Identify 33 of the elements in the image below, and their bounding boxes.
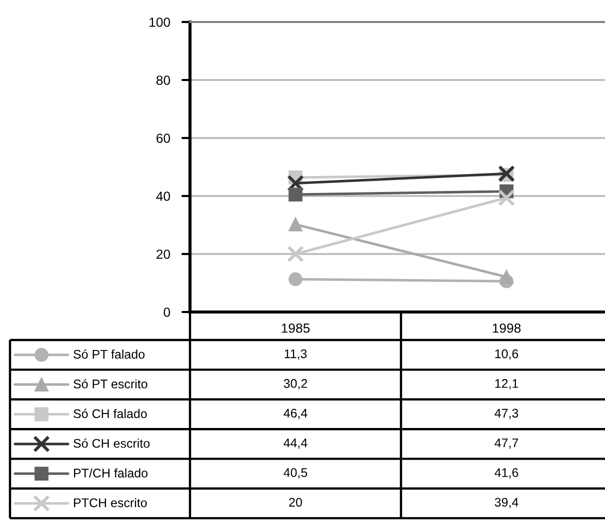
- data-label: 40,5: [284, 468, 308, 478]
- y-tick-label: 0: [164, 308, 170, 317]
- point: [288, 217, 302, 232]
- y-tick-label: 100: [150, 18, 170, 27]
- data-label: 47,3: [494, 408, 518, 420]
- y-tick-label: 20: [156, 250, 170, 259]
- legend-label: Só PT falado: [74, 349, 145, 359]
- data-label: 10,6: [495, 349, 518, 360]
- data-label: 46,4: [284, 408, 308, 420]
- data-label: 47,7: [494, 438, 518, 449]
- point: [288, 272, 302, 286]
- data-label: 12,1: [495, 379, 518, 390]
- x-tick-label: 1998: [492, 323, 521, 333]
- point: [500, 270, 514, 284]
- y-tick-label: 80: [156, 76, 170, 85]
- legend-label: Só CH falado: [74, 408, 147, 418]
- x-tick-label: 1985: [282, 323, 310, 333]
- legend-label: Só CH escrito: [74, 438, 150, 448]
- point: [288, 188, 302, 202]
- data-label: 20: [289, 498, 302, 507]
- y-tick-label: 60: [156, 134, 170, 143]
- y-tick-label: 40: [156, 192, 170, 201]
- data-label: 11,3: [284, 349, 307, 360]
- data-label: 30,2: [284, 379, 308, 390]
- point: [287, 246, 304, 262]
- data-label: 39,4: [494, 498, 518, 508]
- point: [498, 189, 515, 206]
- legend-label: Só PT escrito: [74, 379, 148, 388]
- data-label: 44,4: [284, 438, 308, 449]
- point: [287, 174, 304, 192]
- legend-label: PT/CH falado: [74, 468, 148, 478]
- legend-label: PTCH escrito: [74, 498, 147, 508]
- data-label: 41,6: [494, 468, 518, 478]
